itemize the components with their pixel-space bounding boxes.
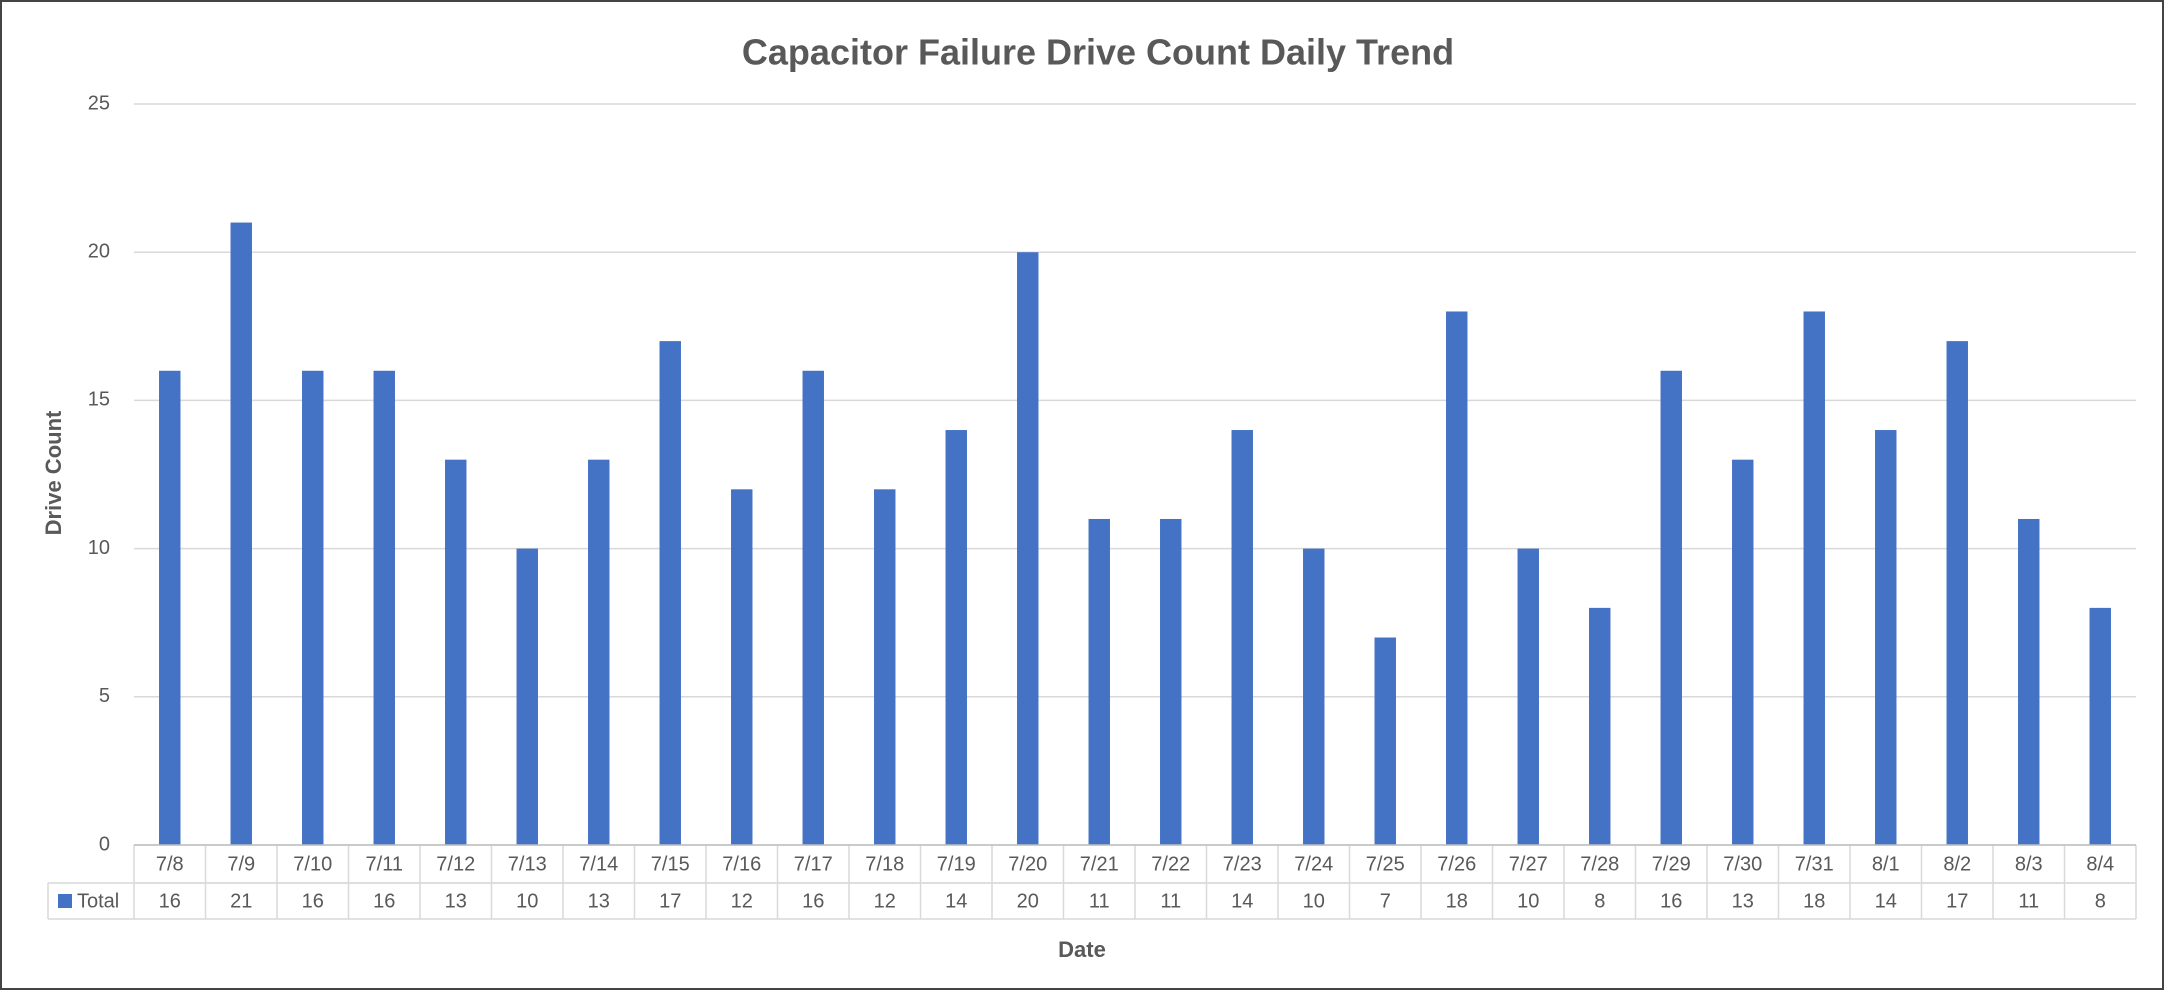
table-value: 14 (1231, 890, 1253, 912)
x-tick-label: 7/21 (1080, 853, 1119, 875)
table-value: 11 (1089, 890, 1110, 912)
bar (159, 370, 181, 845)
bar (731, 489, 753, 845)
x-tick-label: 7/14 (579, 853, 618, 875)
legend-label: Total (77, 890, 119, 912)
table-value: 16 (1660, 890, 1682, 912)
bar (1160, 518, 1182, 845)
table-value: 13 (445, 890, 467, 912)
x-tick-label: 7/19 (937, 853, 976, 875)
bar (1946, 341, 1968, 845)
y-tick-label: 25 (88, 92, 110, 114)
x-tick-label: 7/16 (722, 853, 761, 875)
bar (516, 548, 538, 845)
bar (802, 370, 824, 845)
x-tick-label: 7/10 (293, 853, 332, 875)
x-tick-label: 7/26 (1437, 853, 1476, 875)
x-tick-label: 7/28 (1580, 853, 1619, 875)
table-value: 8 (2095, 890, 2106, 912)
x-tick-label: 7/20 (1008, 853, 1047, 875)
table-value: 12 (874, 890, 896, 912)
bar (1303, 548, 1325, 845)
table-value: 18 (1446, 890, 1468, 912)
x-tick-label: 7/25 (1366, 853, 1405, 875)
bar (1231, 430, 1253, 845)
bar (2089, 607, 2111, 845)
bar (588, 459, 610, 845)
table-value: 10 (1517, 890, 1539, 912)
x-tick-label: 7/12 (436, 853, 475, 875)
bar (2018, 518, 2040, 845)
table-value: 7 (1380, 890, 1391, 912)
table-value: 12 (731, 890, 753, 912)
bar (302, 370, 324, 845)
bar (1660, 370, 1682, 845)
table-value: 13 (588, 890, 610, 912)
x-tick-label: 8/2 (1943, 853, 1971, 875)
chart-title: Capacitor Failure Drive Count Daily Tren… (742, 32, 1454, 73)
table-value: 13 (1732, 890, 1754, 912)
x-tick-label: 7/8 (156, 853, 184, 875)
bar (1517, 548, 1539, 845)
x-tick-label: 8/1 (1872, 853, 1900, 875)
legend-swatch (58, 894, 72, 908)
table-value: 20 (1017, 890, 1039, 912)
table-value: 16 (302, 890, 324, 912)
table-value: 21 (230, 890, 252, 912)
table-value: 14 (945, 890, 967, 912)
x-tick-label: 7/24 (1294, 853, 1333, 875)
x-tick-label: 7/23 (1223, 853, 1262, 875)
bar (874, 489, 896, 845)
table-value: 16 (373, 890, 395, 912)
x-tick-label: 7/15 (651, 853, 690, 875)
bar (1374, 637, 1396, 845)
table-value: 11 (2018, 890, 2039, 912)
x-tick-label: 8/3 (2015, 853, 2043, 875)
table-value: 10 (516, 890, 538, 912)
bar (945, 430, 967, 845)
bar (373, 370, 395, 845)
table-value: 16 (802, 890, 824, 912)
x-tick-label: 7/11 (366, 853, 403, 875)
y-tick-label: 0 (99, 833, 110, 855)
bar (659, 341, 681, 845)
table-value: 17 (1946, 890, 1968, 912)
table-value: 8 (1594, 890, 1605, 912)
table-value: 10 (1303, 890, 1325, 912)
x-axis-title: Date (1058, 937, 1106, 962)
y-axis-title: Drive Count (41, 410, 66, 535)
bar (230, 222, 252, 845)
table-value: 18 (1803, 890, 1825, 912)
x-tick-label: 7/18 (865, 853, 904, 875)
y-tick-label: 20 (88, 240, 110, 262)
x-tick-label: 7/22 (1151, 853, 1190, 875)
bar (1875, 430, 1897, 845)
bar (1732, 459, 1754, 845)
x-tick-label: 8/4 (2086, 853, 2114, 875)
bar (1589, 607, 1611, 845)
y-tick-label: 10 (88, 537, 110, 559)
x-tick-label: 7/29 (1652, 853, 1691, 875)
x-tick-label: 7/17 (794, 853, 833, 875)
x-tick-label: 7/31 (1795, 853, 1834, 875)
bar (1446, 311, 1468, 846)
bar (1088, 518, 1110, 845)
bar (1017, 252, 1039, 845)
table-value: 17 (659, 890, 681, 912)
y-tick-label: 15 (88, 389, 110, 411)
x-tick-label: 7/27 (1509, 853, 1548, 875)
y-tick-label: 5 (99, 685, 110, 707)
bar (1803, 311, 1825, 846)
x-tick-label: 7/13 (508, 853, 547, 875)
table-value: 14 (1875, 890, 1897, 912)
table-value: 11 (1160, 890, 1181, 912)
table-value: 16 (159, 890, 181, 912)
x-tick-label: 7/30 (1723, 853, 1762, 875)
x-tick-label: 7/9 (227, 853, 255, 875)
bar (445, 459, 467, 845)
